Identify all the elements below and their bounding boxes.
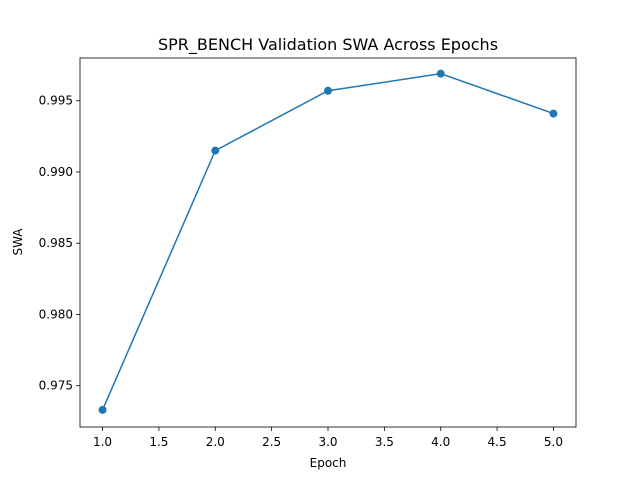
data-point (549, 109, 558, 118)
x-tick-label: 5.0 (544, 435, 563, 449)
data-point (211, 146, 220, 155)
x-tick-label: 2.5 (262, 435, 281, 449)
x-tick-label: 3.0 (318, 435, 337, 449)
data-point (436, 69, 445, 78)
x-tick-label: 1.0 (93, 435, 112, 449)
plot-area: 1.0 1.5 2.0 2.5 3.0 3.5 4.0 4.5 5.0 0.975 0.980 0.9… (39, 57, 577, 449)
x-tick-label: 2.0 (206, 435, 225, 449)
y-tick-label: 0.995 (39, 94, 73, 108)
x-tick-label: 4.0 (431, 435, 450, 449)
x-axis-label: Epoch (310, 456, 347, 470)
y-tick-label: 0.975 (39, 379, 73, 393)
y-tick-label: 0.985 (39, 236, 73, 250)
data-point (98, 405, 107, 414)
y-tick-label: 0.990 (39, 165, 73, 179)
plot-frame (79, 57, 577, 428)
data-point (324, 86, 332, 95)
x-tick-label: 1.5 (149, 435, 168, 449)
x-tick-label: 3.5 (375, 435, 394, 449)
y-tick-label: 0.980 (39, 307, 73, 321)
chart-title: SPR_BENCH Validation SWA Across Epochs (158, 35, 498, 55)
y-axis-label: SWA (11, 228, 25, 256)
x-tick-label: 4.5 (488, 435, 507, 449)
